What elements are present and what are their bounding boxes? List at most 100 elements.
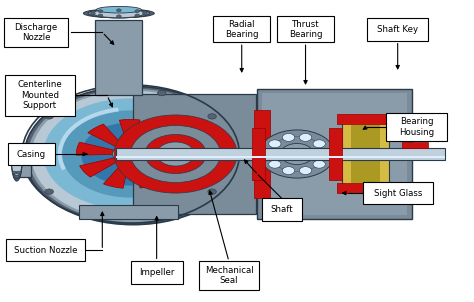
Circle shape [117, 9, 121, 12]
Circle shape [114, 115, 237, 193]
FancyBboxPatch shape [131, 262, 182, 284]
Circle shape [26, 151, 34, 157]
Circle shape [91, 12, 95, 15]
FancyBboxPatch shape [4, 18, 68, 47]
Circle shape [300, 167, 311, 175]
Bar [117, 148, 445, 160]
Circle shape [390, 184, 410, 197]
Circle shape [17, 162, 22, 165]
Ellipse shape [11, 145, 22, 181]
Wedge shape [76, 142, 131, 155]
Circle shape [81, 122, 180, 185]
Circle shape [135, 10, 139, 13]
Text: Centerline
Mounted
Support: Centerline Mounted Support [18, 81, 62, 110]
Bar [402, 142, 428, 148]
Circle shape [11, 162, 16, 165]
Polygon shape [252, 128, 265, 180]
Circle shape [45, 114, 54, 119]
Circle shape [17, 152, 21, 155]
FancyBboxPatch shape [5, 75, 75, 116]
Polygon shape [79, 205, 178, 219]
Circle shape [208, 189, 216, 194]
Circle shape [157, 90, 166, 96]
Circle shape [393, 185, 407, 194]
Circle shape [208, 114, 216, 119]
Wedge shape [131, 154, 159, 188]
Circle shape [113, 143, 149, 165]
Circle shape [143, 12, 147, 15]
Text: Shaft Key: Shaft Key [377, 25, 418, 34]
FancyBboxPatch shape [213, 17, 270, 42]
Polygon shape [133, 94, 256, 214]
Circle shape [14, 175, 19, 178]
Circle shape [283, 167, 295, 175]
Circle shape [98, 10, 103, 13]
Circle shape [145, 134, 206, 174]
Circle shape [62, 111, 199, 198]
Polygon shape [342, 119, 389, 188]
Polygon shape [351, 125, 380, 183]
Polygon shape [262, 93, 407, 215]
Text: Mechanical
Seal: Mechanical Seal [205, 266, 253, 285]
Circle shape [12, 152, 17, 155]
Polygon shape [337, 114, 394, 124]
Text: Casing: Casing [17, 149, 46, 159]
Wedge shape [131, 141, 185, 154]
Circle shape [259, 130, 335, 178]
Circle shape [14, 148, 19, 151]
Circle shape [122, 149, 139, 159]
Circle shape [45, 189, 54, 194]
Ellipse shape [11, 147, 22, 179]
Circle shape [283, 133, 295, 141]
Circle shape [313, 140, 325, 148]
Polygon shape [329, 128, 342, 180]
Ellipse shape [11, 150, 22, 176]
Wedge shape [131, 154, 182, 176]
Text: Suction Nozzle: Suction Nozzle [14, 246, 77, 255]
Polygon shape [254, 111, 270, 198]
FancyBboxPatch shape [8, 143, 55, 165]
Wedge shape [88, 124, 131, 154]
Circle shape [95, 90, 104, 96]
Circle shape [17, 171, 21, 174]
Circle shape [117, 15, 121, 18]
Circle shape [227, 151, 236, 157]
FancyBboxPatch shape [277, 17, 334, 42]
Text: Shaft: Shaft [271, 205, 293, 214]
Circle shape [24, 86, 242, 225]
Circle shape [281, 143, 314, 165]
Ellipse shape [96, 6, 141, 13]
Circle shape [269, 160, 281, 168]
Text: Sight Glass: Sight Glass [374, 188, 422, 198]
Circle shape [135, 14, 139, 17]
Circle shape [318, 150, 330, 158]
Wedge shape [103, 154, 131, 188]
Wedge shape [119, 119, 140, 154]
Ellipse shape [88, 9, 150, 18]
Circle shape [300, 133, 311, 141]
Circle shape [95, 212, 104, 218]
Text: Thrust
Bearing: Thrust Bearing [289, 20, 322, 39]
Ellipse shape [83, 9, 155, 18]
Text: Radial
Bearing: Radial Bearing [225, 20, 258, 39]
FancyBboxPatch shape [262, 198, 302, 221]
Circle shape [131, 125, 220, 183]
FancyBboxPatch shape [386, 113, 447, 141]
Circle shape [313, 160, 325, 168]
Wedge shape [80, 154, 131, 177]
Wedge shape [131, 124, 172, 154]
Polygon shape [18, 149, 31, 178]
Circle shape [156, 142, 194, 166]
FancyBboxPatch shape [6, 239, 85, 262]
Circle shape [12, 171, 17, 174]
Polygon shape [257, 89, 412, 219]
Text: Bearing
Housing: Bearing Housing [399, 117, 434, 137]
FancyBboxPatch shape [200, 262, 258, 290]
Text: Discharge
Nozzle: Discharge Nozzle [15, 23, 58, 42]
FancyBboxPatch shape [367, 18, 428, 40]
Circle shape [269, 140, 281, 148]
Text: Impeller: Impeller [139, 268, 174, 277]
Circle shape [157, 212, 166, 218]
Circle shape [31, 91, 235, 220]
Circle shape [43, 98, 218, 210]
